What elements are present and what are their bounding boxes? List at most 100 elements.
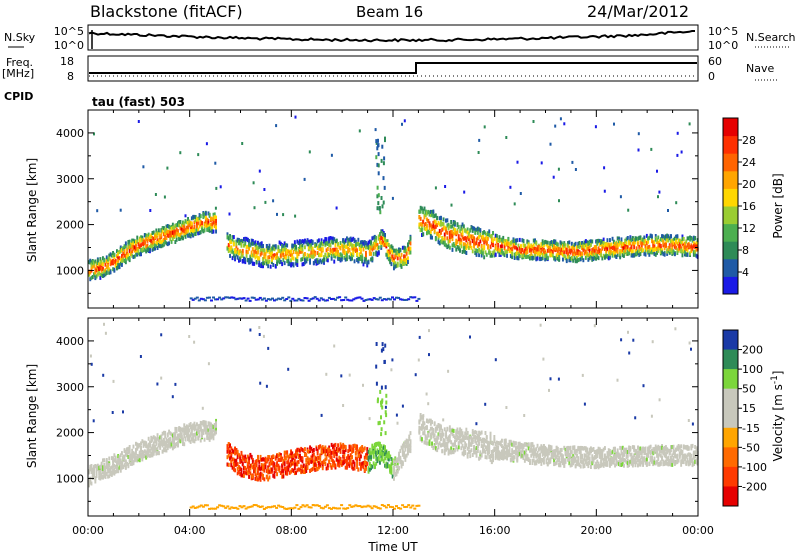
heatmap-cell [391, 474, 394, 479]
heatmap-cell [587, 247, 590, 251]
heatmap-cell [659, 248, 662, 253]
heatmap-cell [574, 168, 577, 171]
heatmap-cell [234, 248, 236, 253]
heatmap-cell [339, 449, 342, 454]
heatmap-cell [377, 143, 379, 148]
heatmap-cell [348, 243, 351, 247]
heatmap-cell [594, 125, 597, 129]
heatmap-cell [349, 445, 352, 450]
heatmap-cell [451, 243, 454, 248]
heatmap-cell [653, 240, 656, 244]
heatmap-cell [385, 453, 388, 458]
heatmap-cell [166, 432, 169, 437]
heatmap-cell [625, 251, 628, 256]
heatmap-cell [321, 258, 324, 263]
heatmap-cell [161, 239, 164, 244]
heatmap-cell [666, 233, 669, 238]
heatmap-cell [506, 253, 508, 258]
heatmap-cell [460, 224, 463, 229]
heatmap-cell [141, 439, 144, 444]
heatmap-cell [243, 473, 245, 478]
heatmap-cell [442, 226, 445, 231]
heatmap-cell [311, 246, 314, 251]
heatmap-cell [399, 263, 402, 268]
heatmap-cell [342, 238, 345, 243]
heatmap-cell [399, 298, 403, 301]
heatmap-cell [271, 260, 273, 264]
heatmap-cell [366, 298, 370, 301]
heatmap-cell [99, 260, 102, 265]
heatmap-cell [461, 231, 464, 236]
heatmap-cell [409, 440, 412, 445]
heatmap-cell [194, 228, 197, 233]
heatmap-cell [462, 438, 465, 443]
heatmap-cell [448, 428, 451, 433]
heatmap-cell [320, 461, 323, 466]
heatmap-cell [545, 253, 548, 258]
heatmap-cell [503, 253, 506, 258]
heatmap-cell [278, 248, 281, 253]
heatmap-cell [281, 456, 284, 461]
heatmap-cell [266, 298, 270, 301]
heatmap-cell [396, 469, 399, 474]
heatmap-cell [326, 466, 329, 471]
heatmap-cell [440, 426, 442, 430]
heatmap-cell [471, 239, 474, 244]
heatmap-cell [554, 246, 557, 251]
cpid-label: CPID [4, 90, 33, 103]
heatmap-cell [521, 253, 524, 258]
heatmap-cell [558, 199, 560, 203]
heatmap-cell [325, 466, 328, 471]
heatmap-cell [565, 247, 568, 252]
heatmap-cell [394, 456, 397, 461]
heatmap-cell [434, 428, 437, 433]
heatmap-cell [377, 193, 380, 198]
heatmap-cell [269, 298, 272, 301]
heatmap-cell [559, 117, 562, 121]
heatmap-cell [426, 231, 428, 236]
heatmap-cell [276, 212, 278, 216]
heatmap-cell [342, 249, 345, 254]
heatmap-cell [279, 471, 282, 475]
heatmap-cell [142, 246, 145, 251]
heatmap-cell [277, 297, 281, 300]
heatmap-cell [352, 253, 355, 258]
heatmap-cell [438, 423, 441, 428]
heatmap-cell [577, 258, 580, 263]
heatmap-cell [244, 257, 247, 262]
heatmap-cell [363, 455, 366, 460]
heatmap-cell [354, 239, 357, 244]
colorbar-tick-label: 24 [742, 156, 756, 169]
heatmap-cell [398, 466, 400, 471]
heatmap-cell [248, 466, 250, 471]
heatmap-cell [344, 459, 347, 463]
heatmap-cell [607, 243, 610, 248]
heatmap-cell [361, 259, 364, 264]
heatmap-cell [429, 426, 432, 431]
heatmap-cell [166, 166, 169, 170]
heatmap-cell [372, 235, 375, 240]
heatmap-cell [124, 459, 127, 464]
heatmap-cell [351, 465, 353, 470]
heatmap-cell [193, 425, 196, 429]
heatmap-cell [695, 247, 698, 252]
heatmap-cell [299, 239, 301, 244]
heatmap-cell [304, 252, 306, 256]
heatmap-cell [411, 296, 415, 299]
heatmap-cell [356, 457, 358, 462]
heatmap-cell [319, 453, 322, 458]
heatmap-cell [265, 261, 268, 266]
heatmap-cell [494, 252, 497, 257]
heatmap-cell [273, 253, 276, 258]
heatmap-cell [260, 244, 263, 249]
heatmap-cell [213, 215, 216, 220]
heatmap-cell [659, 237, 662, 242]
heatmap-cell [211, 427, 214, 431]
heatmap-cell [459, 427, 461, 432]
heatmap-cell [104, 470, 107, 475]
heatmap-cell [591, 248, 594, 253]
heatmap-cell [175, 234, 178, 239]
colorbar-swatch [723, 276, 738, 295]
heatmap-cell [263, 253, 266, 258]
heatmap-cell [226, 449, 229, 454]
